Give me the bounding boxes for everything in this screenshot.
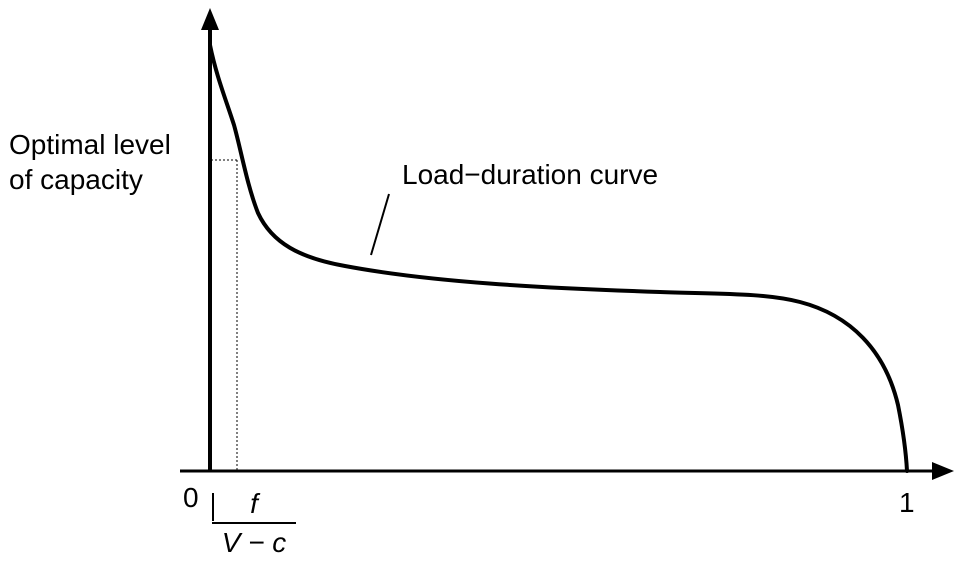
origin-label: 0 <box>183 482 199 513</box>
fraction-bar <box>212 522 296 524</box>
y-axis-arrowhead <box>201 8 219 30</box>
capacity-fraction-label: f V − c <box>212 487 296 560</box>
load-duration-curve <box>208 43 909 473</box>
y-axis-label: Optimal level of capacity <box>9 127 171 197</box>
curve-label-pointer <box>370 193 390 256</box>
curve-label: Load−duration curve <box>402 159 659 190</box>
y-axis-label-line2: of capacity <box>9 164 143 195</box>
fraction-numerator: f <box>250 488 258 519</box>
x-axis-arrowhead <box>932 462 954 480</box>
x-axis-end-label: 1 <box>899 487 915 518</box>
y-axis-label-line1: Optimal level <box>9 129 171 160</box>
fraction-denominator: V − c <box>221 527 287 558</box>
